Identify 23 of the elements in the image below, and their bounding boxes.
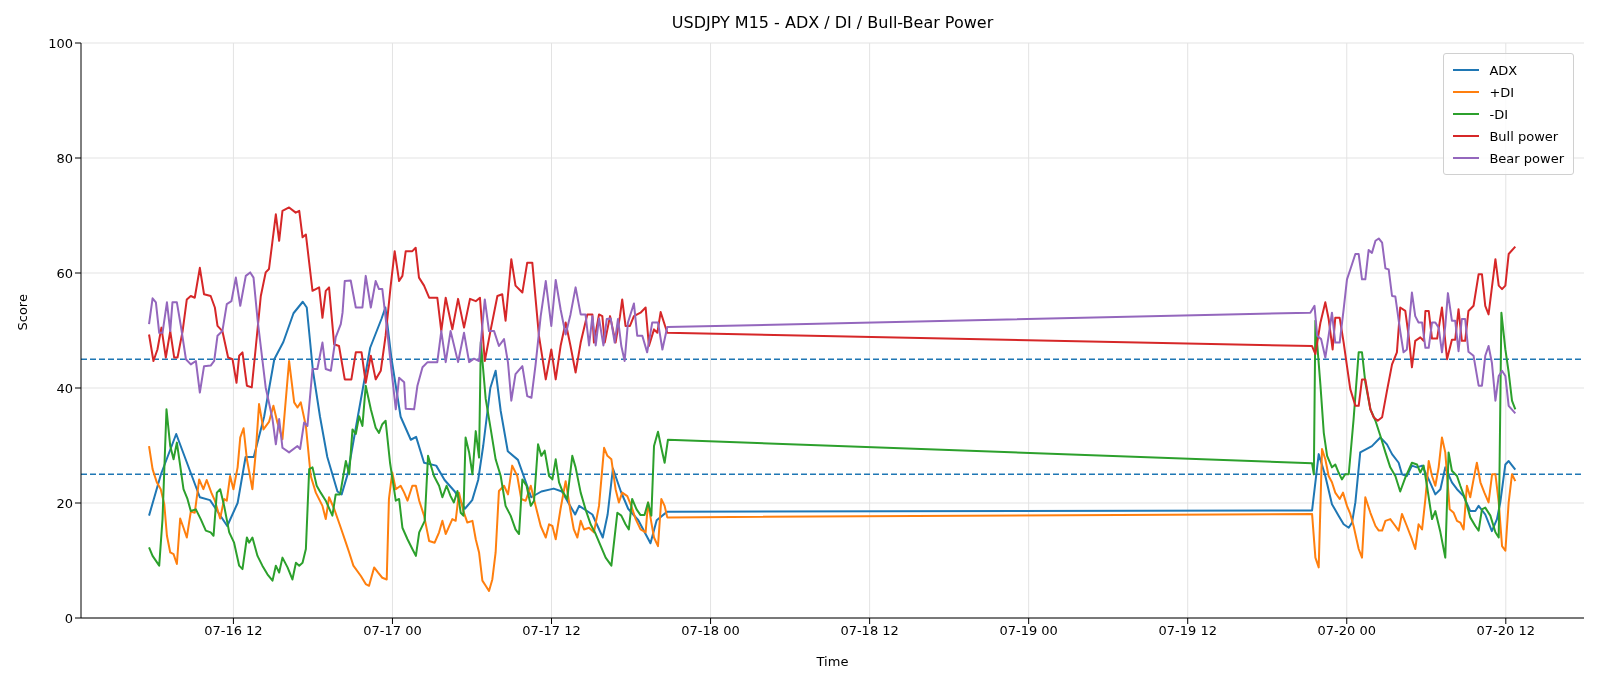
legend-label: Bear power	[1489, 150, 1564, 166]
legend-label: ADX	[1489, 62, 1518, 78]
y-tick-label: 80	[56, 150, 73, 166]
x-tick-label: 07-18 00	[681, 623, 740, 639]
x-tick-label: 07-20 00	[1317, 623, 1376, 639]
chart-title: USDJPY M15 - ADX / DI / Bull-Bear Power	[670, 12, 995, 34]
legend-label: -DI	[1489, 106, 1508, 122]
x-axis-title: Time	[815, 654, 849, 669]
y-tick-label: 0	[64, 610, 73, 626]
x-tick-label: 07-16 12	[204, 623, 263, 639]
legend-label: +DI	[1489, 84, 1515, 100]
x-tick-label: 07-18 12	[840, 623, 899, 639]
y-tick-label: 100	[48, 35, 73, 51]
y-tick-label: 20	[56, 495, 73, 511]
x-tick-label: 07-17 00	[363, 623, 422, 639]
x-tick-label: 07-20 12	[1476, 623, 1536, 639]
x-tick-label: 07-19 00	[999, 623, 1058, 639]
y-tick-label: 40	[56, 380, 73, 396]
x-tick-label: 07-19 12	[1158, 623, 1217, 639]
x-tick-label: 07-17 12	[522, 623, 581, 639]
legend-label: Bull power	[1489, 128, 1559, 144]
y-tick-label: 60	[56, 265, 73, 281]
y-axis-title: Score	[14, 294, 30, 331]
